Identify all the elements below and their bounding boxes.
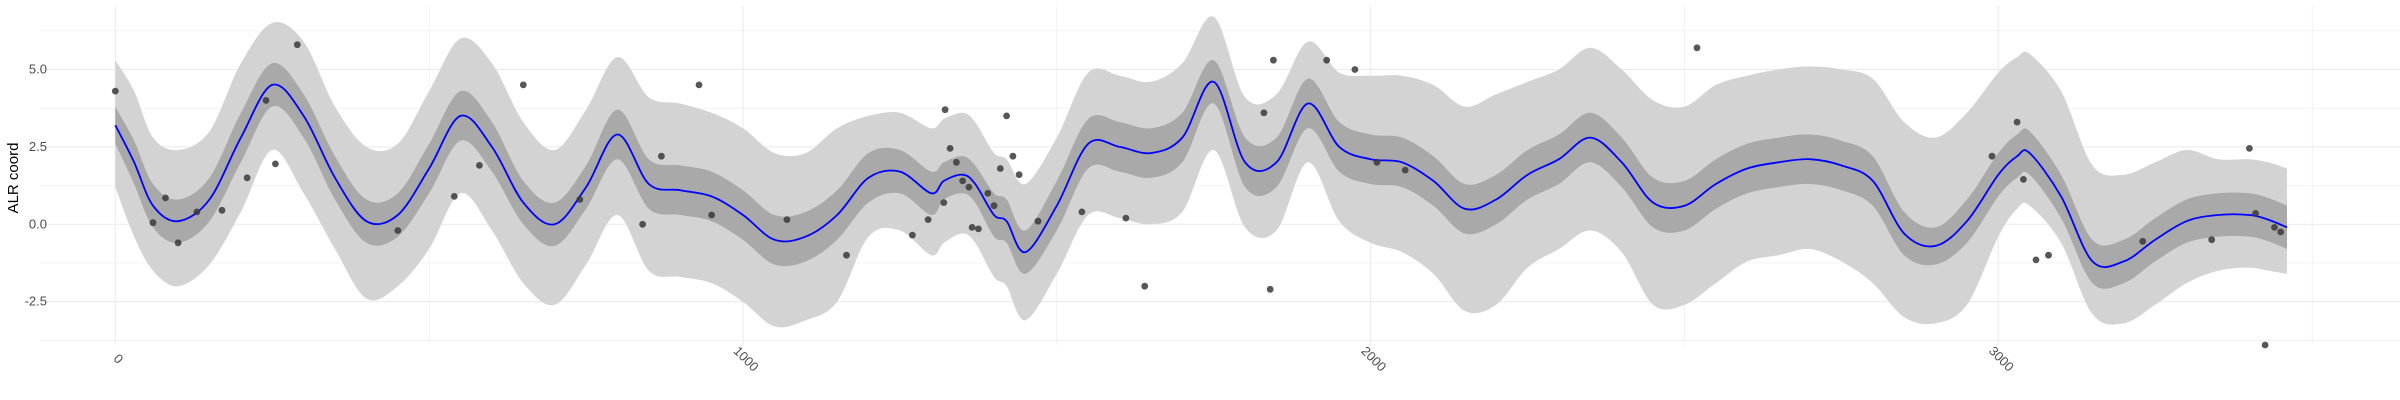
data-point (243, 174, 251, 182)
data-point (843, 251, 850, 259)
data-point (2246, 145, 2253, 152)
data-point (1122, 214, 1130, 222)
data-point (1351, 66, 1359, 73)
data-point (2277, 228, 2285, 236)
data-point (193, 208, 201, 216)
data-point (975, 225, 982, 233)
confidence-bands (115, 16, 2287, 328)
data-point (996, 165, 1004, 172)
y-tick-label: 5.0 (29, 61, 47, 76)
observation-points (111, 41, 2285, 349)
x-tick-label: 0 (111, 351, 127, 367)
data-point (968, 224, 976, 231)
x-axis-tick-labels: 0 1000 2000 3000 (111, 343, 2017, 374)
data-point (2032, 256, 2040, 264)
data-point (2045, 251, 2052, 259)
data-point (272, 160, 279, 168)
data-point (1003, 112, 1010, 120)
data-point (149, 219, 157, 227)
data-point (111, 87, 119, 95)
data-point (2013, 118, 2021, 126)
data-point (965, 183, 973, 191)
data-point (1078, 208, 1086, 216)
data-point (783, 216, 791, 224)
data-point (476, 162, 483, 169)
x-tick-label: 3000 (1986, 343, 2017, 374)
data-point (218, 206, 226, 214)
outer-confidence-band (115, 16, 2287, 328)
data-point (940, 199, 948, 207)
data-point (1141, 282, 1149, 290)
data-point (695, 81, 703, 89)
mean-line (114, 80, 2288, 268)
data-point (2271, 224, 2278, 231)
data-point (708, 211, 715, 219)
data-point (1260, 109, 1268, 117)
data-point (1270, 56, 1277, 64)
data-point (959, 177, 967, 185)
x-tick-label: 2000 (1358, 343, 1389, 374)
data-point (1009, 152, 1017, 160)
x-tick-label: 1000 (731, 343, 762, 374)
data-point (174, 239, 182, 247)
data-point (450, 193, 458, 200)
y-axis-tick-labels: -2.5 0.0 2.5 5.0 (25, 61, 47, 308)
data-point (1266, 285, 1274, 293)
data-point (162, 194, 169, 202)
data-point (941, 106, 949, 114)
data-point (519, 81, 527, 89)
data-point (1401, 166, 1409, 174)
y-tick-label: 0.0 (29, 216, 47, 231)
data-point (576, 196, 584, 203)
data-point (658, 152, 665, 160)
inner-confidence-band (115, 59, 2287, 289)
data-point (984, 189, 992, 197)
mean-line-layer (114, 80, 2288, 268)
y-tick-label: 2.5 (29, 139, 47, 154)
data-point (2252, 210, 2260, 217)
data-point (1015, 171, 1023, 179)
y-tick-label: -2.5 (25, 294, 47, 309)
data-point (1693, 44, 1701, 52)
data-point (2208, 236, 2216, 244)
data-point (909, 231, 916, 239)
data-point (2139, 237, 2147, 245)
data-point (262, 97, 270, 104)
data-point (639, 220, 646, 228)
data-point (1373, 158, 1381, 166)
data-point (990, 202, 998, 210)
data-point (953, 158, 960, 166)
y-axis-title: ALR coord (5, 143, 22, 214)
data-point (2261, 341, 2269, 349)
data-point (2020, 176, 2027, 183)
data-point (946, 145, 954, 152)
data-point (394, 227, 402, 234)
data-point (1034, 217, 1042, 225)
data-point (1323, 56, 1331, 64)
data-point (924, 216, 932, 224)
data-point (1988, 152, 1996, 160)
data-point (293, 41, 301, 49)
